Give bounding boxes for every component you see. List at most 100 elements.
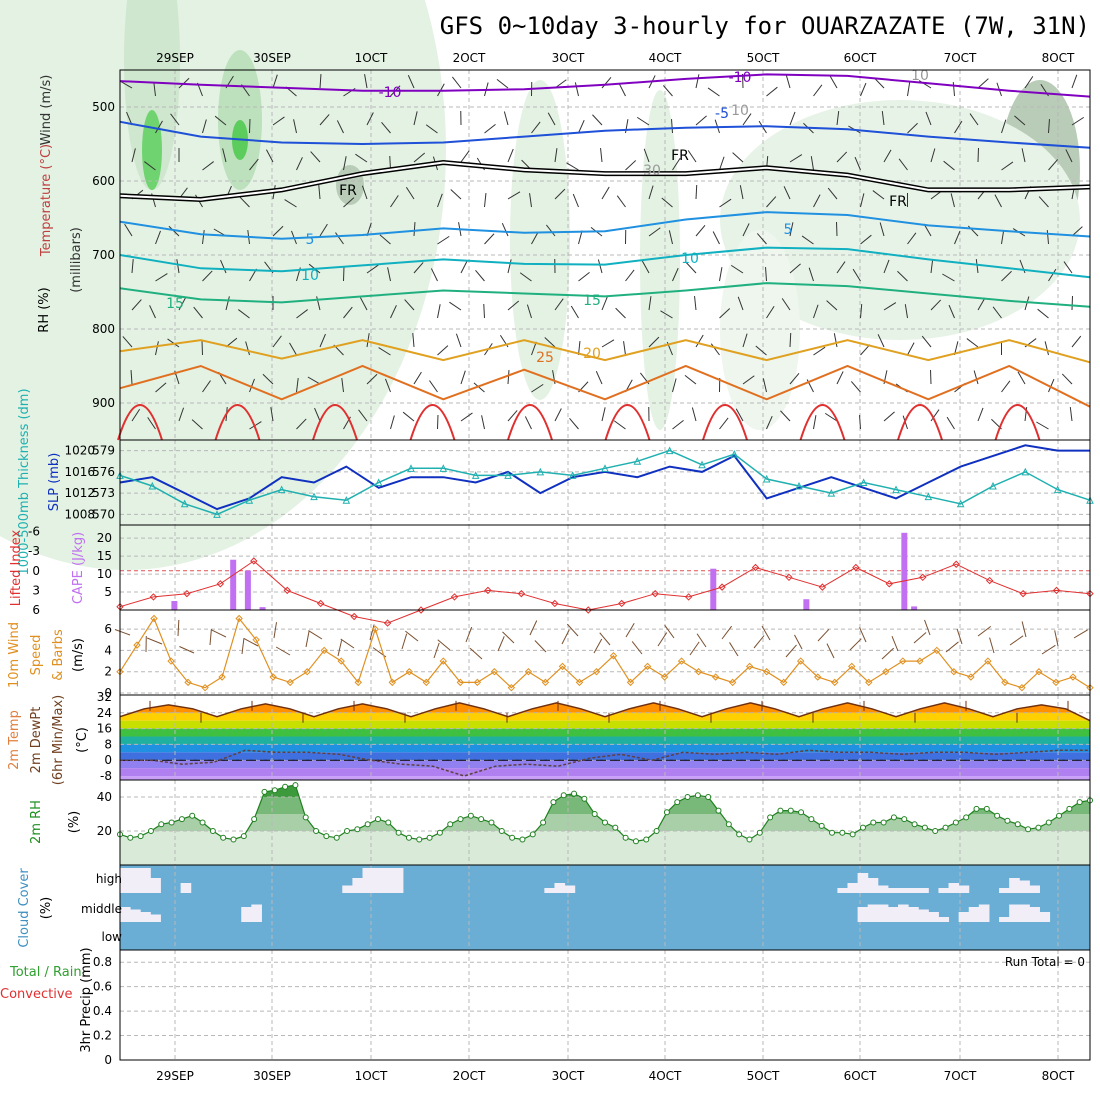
rh-marker: [1025, 826, 1032, 833]
wind-speed-marker: [575, 678, 584, 687]
axis-label-cloud-unit: (%): [39, 897, 54, 920]
wind-barb: [930, 148, 936, 163]
wind-speed-marker: [252, 636, 260, 644]
wind-barb: [672, 378, 677, 393]
wind-speed-marker: [303, 668, 311, 676]
thickness-marker: [407, 464, 415, 472]
wind-barb: [710, 343, 720, 356]
wind-barb: [719, 198, 732, 208]
wind-barb-10m: [433, 642, 440, 659]
wind-barb: [531, 341, 537, 356]
cloud-cell: [908, 907, 919, 922]
rh-marker: [147, 828, 154, 834]
rh-marker: [344, 828, 351, 834]
rh-marker: [199, 819, 206, 826]
contour-label: FR: [889, 194, 907, 210]
temp-band: [120, 776, 1090, 780]
contour-label: 20: [583, 346, 601, 362]
wind-barb: [310, 151, 321, 163]
wind-barb: [946, 416, 955, 430]
cape-tick-label: 20: [97, 531, 112, 545]
thickness-marker: [504, 471, 512, 479]
contour-label: 15: [166, 296, 184, 312]
date-label-bottom: 29SEP: [156, 1069, 194, 1083]
slp-line: [119, 444, 1090, 511]
wind-barb-10m: [502, 631, 515, 644]
wind-barb: [601, 76, 612, 89]
wind-speed-marker: [728, 678, 737, 687]
wind-barb: [648, 336, 660, 348]
wind-barb: [1048, 268, 1057, 282]
wind-barb: [836, 261, 846, 274]
cloud-cell: [120, 868, 131, 893]
wind-barb-10m: [179, 646, 195, 654]
freezing-line-inner: [119, 161, 1091, 201]
temp-line: [119, 702, 1091, 722]
wind-barb: [808, 267, 814, 282]
wind-barb: [484, 233, 495, 245]
grid-layer: [120, 70, 1090, 1060]
cloud-cell: [120, 907, 131, 922]
wind-barb: [554, 408, 562, 422]
cloud-tick-label: low: [102, 930, 123, 944]
wind-barb: [1001, 230, 1005, 245]
wind-barb: [755, 345, 767, 356]
cloud-background: [120, 865, 1090, 950]
wind-barb-10m: [369, 624, 375, 641]
lifted-index-marker: [1052, 586, 1061, 595]
lifted-index-marker: [1019, 589, 1027, 598]
rh-marker: [1045, 819, 1052, 826]
wind-barb: [507, 410, 518, 422]
wind-barb: [531, 383, 544, 393]
wind-speed-marker: [779, 678, 788, 687]
wind-barb: [364, 74, 368, 89]
isotherm-line: [119, 364, 1091, 408]
wind-barb: [437, 345, 449, 356]
lifted-index-marker: [283, 586, 291, 595]
cape-bar: [901, 532, 908, 610]
wind-barb: [554, 188, 566, 200]
wind-barb: [293, 119, 297, 134]
wind-barb-10m: [664, 624, 675, 639]
contour-label: 25: [536, 350, 554, 366]
wind-barb: [766, 196, 777, 208]
wind-barb: [877, 334, 885, 348]
slp-tick-label: 1012: [64, 486, 95, 500]
rh-marker: [684, 794, 691, 800]
cloud-cell: [938, 888, 950, 893]
rh-marker: [983, 805, 990, 812]
wind-barb: [801, 235, 814, 245]
rh-marker: [529, 831, 536, 838]
wind-barb: [742, 375, 755, 385]
wind-speed-marker: [814, 673, 822, 681]
cloud-cell: [150, 878, 161, 893]
lifted-index-marker: [852, 563, 860, 572]
precip-tick-label: 0.2: [93, 1029, 112, 1043]
cloud-cell: [999, 917, 1010, 922]
wind-barb: [359, 297, 368, 311]
wind-barb-10m: [1009, 635, 1024, 646]
rh-tick-label: 20: [97, 824, 112, 838]
date-label-top: 8OCT: [1042, 51, 1075, 65]
fill-layer: [0, 0, 1090, 950]
slp-tick-label: 1016: [64, 465, 95, 479]
wind-barb: [531, 121, 541, 134]
wind-barb: [707, 87, 720, 97]
wind-barb: [954, 120, 963, 134]
wind-barb-10m: [913, 632, 927, 644]
wind-barb: [883, 411, 895, 422]
wind-speed-marker: [1052, 678, 1060, 687]
wind-barb: [379, 234, 391, 245]
wind-barb: [319, 333, 326, 348]
cloud-cell: [958, 912, 970, 922]
rh-marker: [870, 819, 877, 826]
cape-tick-label: 5: [104, 585, 112, 599]
wind-barb: [225, 296, 230, 311]
wind-barb: [789, 332, 792, 348]
wind-barb: [615, 307, 626, 319]
cloud-cell: [968, 907, 980, 922]
rh-marker: [168, 819, 175, 826]
lifted-index-marker: [985, 576, 994, 585]
wind-barb: [854, 156, 861, 171]
cloud-cell: [251, 904, 262, 922]
